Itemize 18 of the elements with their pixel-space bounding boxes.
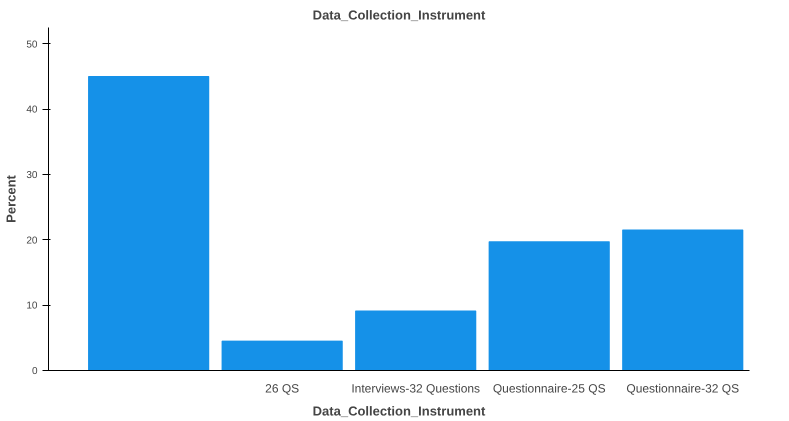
- x-axis-title: Data_Collection_Instrument: [312, 404, 486, 418]
- x-tick-label: Questionnaire-25 QS: [492, 382, 606, 396]
- y-tick-label: 10: [26, 300, 38, 312]
- y-tick-label: 50: [26, 39, 38, 50]
- y-tick-label: 40: [26, 104, 38, 116]
- bar: [355, 310, 476, 370]
- x-tick-label: Questionnaire-32 QS: [626, 382, 740, 396]
- bar: [88, 76, 210, 370]
- bar: [222, 340, 343, 370]
- y-tick-label: 30: [26, 170, 38, 181]
- y-tick-label: 20: [26, 235, 38, 246]
- y-axis-title: Percent: [3, 174, 18, 223]
- bar: [622, 230, 744, 370]
- bar: [488, 241, 610, 370]
- chart-title: Data_Collection_Instrument: [312, 8, 486, 22]
- x-tick-label: 26 QS: [265, 382, 300, 396]
- x-tick-label: Interviews-32 Questions: [351, 382, 480, 396]
- y-tick-label: 0: [32, 366, 38, 377]
